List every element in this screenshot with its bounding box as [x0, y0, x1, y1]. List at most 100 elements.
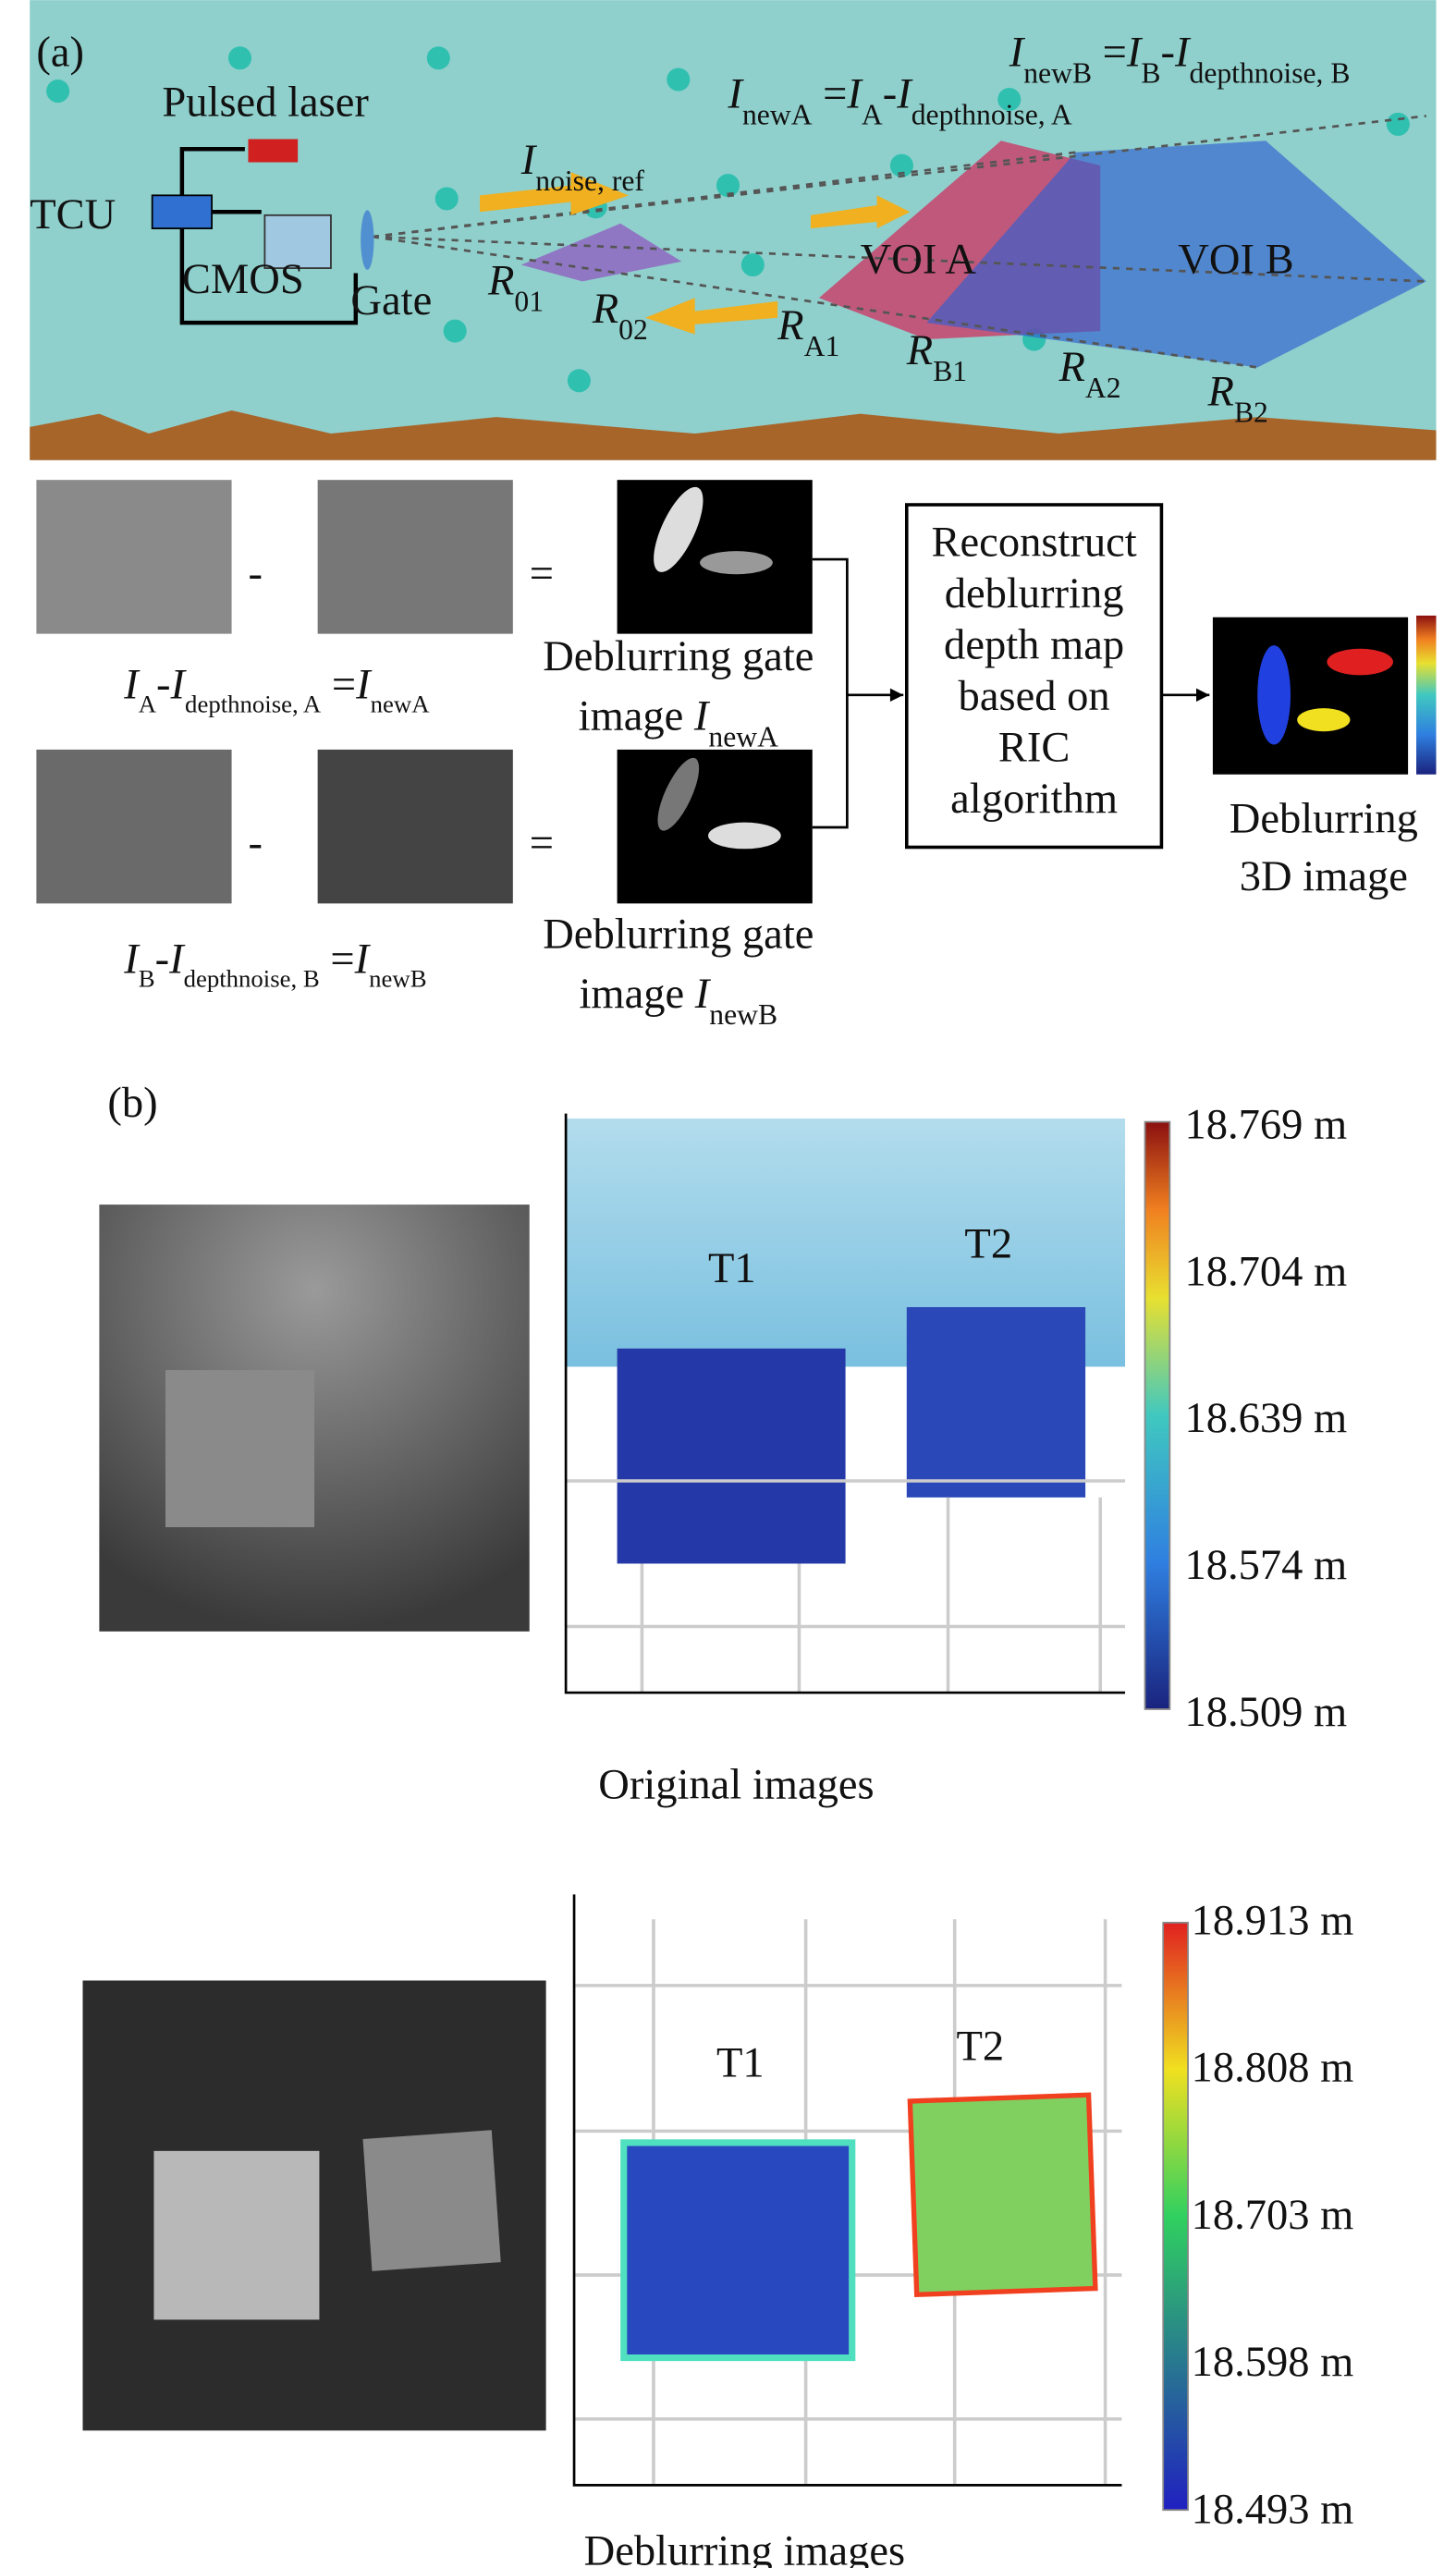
subscript: depthnoise, A: [912, 98, 1072, 130]
arrowhead: [889, 688, 904, 702]
formula: R01: [487, 258, 544, 318]
tcu-box: [151, 194, 213, 230]
formula: RA2: [1058, 344, 1120, 404]
line: R02: [592, 286, 648, 346]
formula: InewB =IB-Idepthnoise, B: [1009, 30, 1351, 89]
fish: [654, 486, 781, 850]
axes: [572, 1894, 1122, 2487]
operator: -: [248, 551, 262, 598]
line: deblurring: [945, 570, 1124, 618]
subscript: newA: [742, 98, 813, 130]
panel-label: (b): [107, 1080, 157, 1127]
formula: R02: [592, 286, 648, 346]
text-segment: I: [123, 661, 141, 708]
target-t2: [907, 2092, 1098, 2298]
colorbar-tick-label: 18.509 m: [1184, 1689, 1347, 1736]
colorbar: [1144, 1120, 1171, 1710]
subscript: newA: [708, 720, 778, 752]
text-segment: -: [155, 936, 169, 984]
subscript: 01: [514, 285, 544, 317]
target: [165, 1370, 315, 1528]
seabed: [30, 410, 1437, 460]
laser: [248, 139, 299, 163]
colorbar-tick-label: 18.913 m: [1192, 1897, 1354, 1944]
operator: =: [530, 551, 554, 598]
target-label: T1: [716, 2039, 765, 2086]
text-segment: I: [1009, 30, 1026, 77]
colorbar-tick-label: 18.493 m: [1192, 2486, 1354, 2533]
colorbar-labels: 18.769 m 18.704 m 18.639 m 18.574 m 18.509 m: [1184, 1101, 1347, 1735]
target-t1: [620, 2139, 856, 2362]
subscript: A: [862, 98, 883, 130]
text-segment: R: [592, 286, 618, 333]
formula: IB-Idepthnoise, B =InewB: [123, 936, 426, 993]
camera: [263, 214, 332, 269]
operator: =: [530, 820, 554, 867]
line: Inoise, ref: [520, 137, 645, 196]
gate-lens: [361, 210, 374, 270]
text-segment: -: [1161, 30, 1176, 77]
formula: RA1: [777, 302, 839, 361]
box-text: Reconstruct deblurring depth map based on RI…: [932, 520, 1137, 823]
target-t1: [617, 1348, 846, 1564]
image: [617, 749, 813, 904]
text-segment: -: [156, 661, 171, 708]
line: R01: [487, 258, 544, 318]
caption: Original images: [598, 1762, 874, 1809]
colorbar-tick-label: 18.598 m: [1192, 2339, 1354, 2386]
text-segment: image: [580, 971, 695, 1018]
line: Deblurring: [1230, 795, 1418, 842]
text-segment: I: [168, 936, 186, 984]
text-segment: =: [320, 936, 355, 984]
subscript: B: [1141, 56, 1160, 89]
formula: IA-Idepthnoise, A =InewA: [123, 661, 430, 717]
text-segment: I: [846, 70, 863, 117]
target-t2: [906, 1307, 1086, 1498]
text-segment: -: [883, 70, 898, 117]
line: Deblurring gate: [543, 911, 814, 959]
text-segment: Reconstruct: [932, 520, 1137, 567]
voi-ref: [520, 223, 682, 282]
subscript: depthnoise, A: [185, 690, 322, 717]
text-segment: =: [813, 70, 848, 117]
voi-b: [926, 141, 1426, 368]
line: RIC: [998, 724, 1071, 771]
text-segment: I: [170, 661, 188, 708]
line: based on: [959, 673, 1110, 720]
text-segment: based on: [959, 673, 1110, 720]
text-segment: I: [694, 971, 712, 1018]
line: Reconstruct: [932, 520, 1137, 567]
subscript: A: [139, 690, 157, 717]
subscript: B: [139, 965, 155, 993]
text-segment: depth map: [944, 621, 1124, 668]
colorbar-labels: 18.913 m 18.808 m 18.703 m 18.598 m 18.493 m: [1192, 1897, 1354, 2533]
subscript: A1: [804, 330, 840, 362]
text-segment: R: [906, 327, 933, 374]
colorbar-tick-label: 18.704 m: [1184, 1248, 1347, 1295]
algorithm-box: [905, 503, 1164, 850]
arrowhead: [1196, 688, 1210, 702]
operator: -: [248, 820, 262, 867]
formula: RB2: [1207, 369, 1268, 428]
caption: Deblurring gate image InewB: [543, 911, 814, 1031]
colorbar-tick-label: 18.769 m: [1184, 1101, 1347, 1148]
label: Gate: [350, 277, 432, 324]
text-segment: R: [777, 302, 803, 349]
panel-label: (a): [36, 30, 84, 77]
grid: [566, 1479, 1126, 1694]
fish: [1297, 708, 1351, 732]
fish: [1327, 648, 1393, 676]
subscript: depthnoise, B: [184, 965, 320, 993]
line: image InewA: [579, 692, 778, 752]
line: image InewB: [580, 971, 778, 1031]
line: IA-Idepthnoise, A =InewA: [123, 661, 430, 717]
text-segment: =: [1092, 30, 1127, 77]
text-segment: algorithm: [950, 776, 1118, 823]
formula: RB1: [906, 327, 967, 386]
text-segment: Deblurring: [1230, 795, 1418, 842]
line: Deblurring gate: [543, 633, 814, 680]
colorbar-tick-label: 18.703 m: [1192, 2192, 1354, 2239]
colorbar: [1162, 1921, 1189, 2512]
